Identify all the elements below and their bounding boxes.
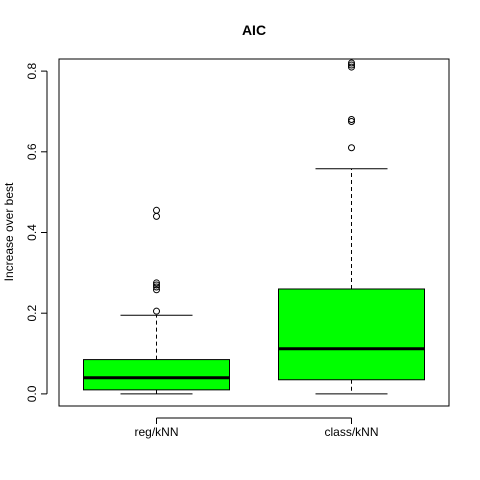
y-tick-label: 0.4: [25, 224, 39, 241]
y-axis-label: Increase over best: [2, 182, 16, 281]
x-axis: reg/kNN class/kNN: [134, 417, 379, 439]
outlier-point: [153, 286, 160, 294]
outlier-point: [153, 212, 160, 220]
outlier-point: [153, 279, 160, 287]
chart-title: AIC: [242, 22, 266, 38]
y-tick-label: 0.0: [25, 385, 39, 402]
box-iqr: [83, 359, 230, 391]
y-tick-label: 0.6: [25, 143, 39, 160]
plot-frame: [58, 58, 450, 407]
outlier-point: [153, 281, 160, 289]
outlier-point: [348, 116, 355, 124]
outlier-point: [153, 283, 160, 291]
x-tick-label: reg/kNN: [134, 425, 178, 439]
y-axis: 0.0 0.2 0.4 0.6 0.8: [25, 62, 48, 402]
outlier-point: [348, 61, 355, 69]
outlier-point: [348, 63, 355, 71]
outlier-point: [153, 307, 160, 315]
y-tick-label: 0.2: [25, 305, 39, 322]
boxes: [83, 59, 425, 395]
outlier-point: [348, 118, 355, 126]
y-tick-label: 0.8: [25, 62, 39, 79]
outlier-point: [348, 59, 355, 67]
box-group: [278, 59, 425, 395]
x-tick-label: class/kNN: [324, 425, 378, 439]
box-iqr: [278, 288, 425, 381]
box-group: [83, 206, 230, 395]
outlier-point: [153, 206, 160, 214]
outlier-point: [348, 144, 355, 152]
